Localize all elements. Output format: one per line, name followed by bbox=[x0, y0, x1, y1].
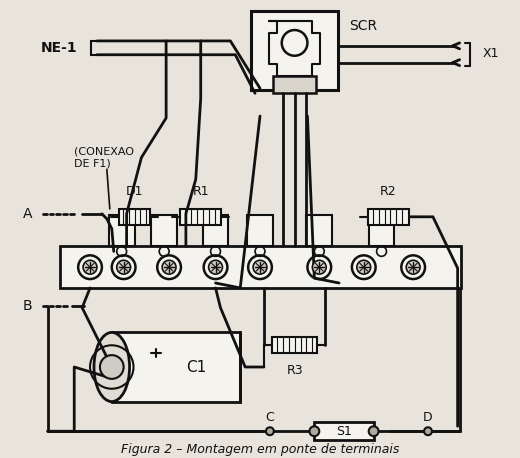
Text: NE-1: NE-1 bbox=[41, 41, 77, 55]
Text: R2: R2 bbox=[380, 185, 397, 197]
Circle shape bbox=[406, 260, 420, 274]
Circle shape bbox=[282, 30, 307, 56]
Bar bbox=[369, 215, 394, 246]
Circle shape bbox=[253, 260, 267, 274]
Text: R3: R3 bbox=[287, 365, 303, 377]
Text: B: B bbox=[23, 299, 33, 313]
Bar bbox=[273, 76, 316, 93]
Bar bbox=[112, 333, 240, 402]
Circle shape bbox=[83, 260, 97, 274]
Circle shape bbox=[352, 256, 375, 279]
Circle shape bbox=[401, 256, 425, 279]
Bar bbox=[109, 215, 135, 246]
Text: R1: R1 bbox=[192, 185, 209, 197]
Text: SCR: SCR bbox=[349, 19, 377, 33]
Text: (CONEXAO: (CONEXAO bbox=[74, 147, 134, 157]
Circle shape bbox=[313, 260, 326, 274]
Bar bbox=[180, 209, 222, 225]
Text: Figura 2 – Montagem em ponte de terminais: Figura 2 – Montagem em ponte de terminai… bbox=[121, 442, 399, 456]
Text: C: C bbox=[266, 411, 274, 424]
Text: D: D bbox=[423, 411, 433, 424]
Bar bbox=[247, 215, 273, 246]
Circle shape bbox=[369, 426, 379, 436]
Circle shape bbox=[78, 256, 102, 279]
Circle shape bbox=[209, 260, 223, 274]
Text: S1: S1 bbox=[336, 425, 352, 438]
Bar bbox=[306, 215, 332, 246]
Circle shape bbox=[248, 256, 272, 279]
Polygon shape bbox=[269, 21, 320, 76]
Bar bbox=[119, 209, 150, 225]
Circle shape bbox=[204, 256, 227, 279]
Bar bbox=[251, 11, 338, 90]
Bar bbox=[203, 215, 228, 246]
Text: D1: D1 bbox=[126, 185, 143, 197]
Circle shape bbox=[307, 256, 331, 279]
Ellipse shape bbox=[94, 333, 129, 402]
Bar bbox=[60, 246, 461, 288]
Circle shape bbox=[266, 427, 274, 435]
Bar bbox=[315, 422, 374, 440]
Circle shape bbox=[424, 427, 432, 435]
Bar bbox=[368, 209, 409, 225]
Bar bbox=[272, 338, 317, 353]
Text: DE F1): DE F1) bbox=[74, 158, 111, 169]
Bar bbox=[151, 215, 177, 246]
Circle shape bbox=[357, 260, 371, 274]
Text: C1: C1 bbox=[186, 360, 206, 375]
Circle shape bbox=[162, 260, 176, 274]
Text: A: A bbox=[23, 207, 33, 221]
Circle shape bbox=[309, 426, 319, 436]
Circle shape bbox=[100, 355, 124, 379]
Circle shape bbox=[116, 260, 131, 274]
Circle shape bbox=[157, 256, 181, 279]
Text: X1: X1 bbox=[483, 47, 499, 60]
Circle shape bbox=[112, 256, 136, 279]
